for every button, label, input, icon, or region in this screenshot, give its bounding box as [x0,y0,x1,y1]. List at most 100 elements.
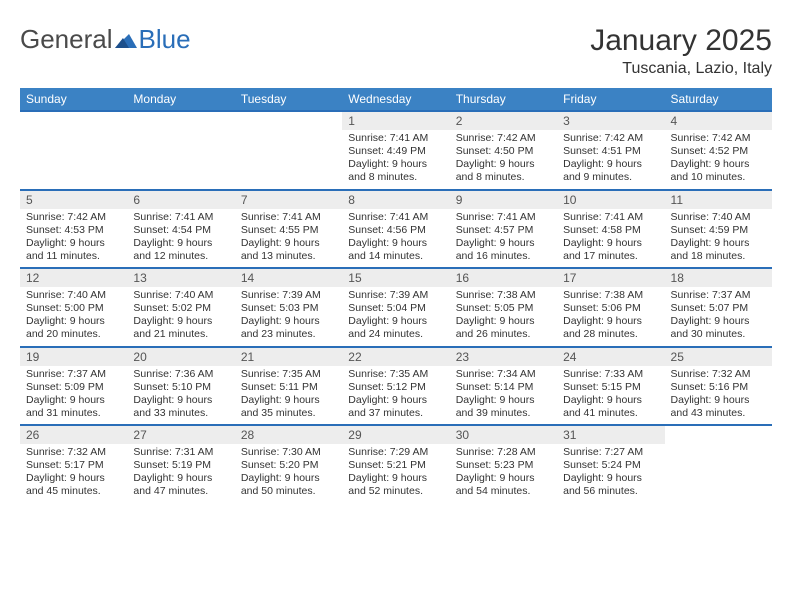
day-number: 24 [557,348,664,366]
dayname-wednesday: Wednesday [342,88,449,111]
sunset-text: Sunset: 5:07 PM [671,302,766,315]
daylight-text: Daylight: 9 hours and 50 minutes. [241,472,336,498]
day-number: 20 [127,348,234,366]
sunset-text: Sunset: 5:14 PM [456,381,551,394]
day-details: Sunrise: 7:41 AMSunset: 4:54 PMDaylight:… [127,209,234,268]
day-number: 14 [235,269,342,287]
dayname-saturday: Saturday [665,88,772,111]
daylight-text: Daylight: 9 hours and 16 minutes. [456,237,551,263]
location-text: Tuscania, Lazio, Italy [590,60,772,78]
day-details: Sunrise: 7:30 AMSunset: 5:20 PMDaylight:… [235,444,342,503]
sunset-text: Sunset: 5:11 PM [241,381,336,394]
daylight-text: Daylight: 9 hours and 18 minutes. [671,237,766,263]
day-number: 19 [20,348,127,366]
sunset-text: Sunset: 5:23 PM [456,459,551,472]
calendar-day-cell: 7Sunrise: 7:41 AMSunset: 4:55 PMDaylight… [235,190,342,269]
daylight-text: Daylight: 9 hours and 47 minutes. [133,472,228,498]
sunrise-text: Sunrise: 7:39 AM [348,289,443,302]
sunrise-text: Sunrise: 7:28 AM [456,446,551,459]
calendar-day-cell: 11Sunrise: 7:40 AMSunset: 4:59 PMDayligh… [665,190,772,269]
daylight-text: Daylight: 9 hours and 12 minutes. [133,237,228,263]
sunrise-text: Sunrise: 7:33 AM [563,368,658,381]
calendar-day-cell: 18Sunrise: 7:37 AMSunset: 5:07 PMDayligh… [665,268,772,347]
calendar-day-cell [665,425,772,503]
day-number: 16 [450,269,557,287]
sunrise-text: Sunrise: 7:32 AM [671,368,766,381]
sunrise-text: Sunrise: 7:40 AM [671,211,766,224]
day-details: Sunrise: 7:32 AMSunset: 5:17 PMDaylight:… [20,444,127,503]
sunrise-text: Sunrise: 7:30 AM [241,446,336,459]
brand-name-left: General [20,24,113,55]
sunset-text: Sunset: 5:10 PM [133,381,228,394]
daylight-text: Daylight: 9 hours and 14 minutes. [348,237,443,263]
day-number: 11 [665,191,772,209]
sunset-text: Sunset: 5:12 PM [348,381,443,394]
daylight-text: Daylight: 9 hours and 23 minutes. [241,315,336,341]
calendar-day-cell: 13Sunrise: 7:40 AMSunset: 5:02 PMDayligh… [127,268,234,347]
day-details: Sunrise: 7:32 AMSunset: 5:16 PMDaylight:… [665,366,772,425]
calendar-week-row: 26Sunrise: 7:32 AMSunset: 5:17 PMDayligh… [20,425,772,503]
day-details: Sunrise: 7:34 AMSunset: 5:14 PMDaylight:… [450,366,557,425]
sunset-text: Sunset: 4:53 PM [26,224,121,237]
brand-logo: General Blue [20,24,191,55]
day-details: Sunrise: 7:42 AMSunset: 4:53 PMDaylight:… [20,209,127,268]
sunrise-text: Sunrise: 7:40 AM [26,289,121,302]
sunset-text: Sunset: 4:57 PM [456,224,551,237]
daylight-text: Daylight: 9 hours and 21 minutes. [133,315,228,341]
daylight-text: Daylight: 9 hours and 30 minutes. [671,315,766,341]
calendar-day-cell: 21Sunrise: 7:35 AMSunset: 5:11 PMDayligh… [235,347,342,426]
daylight-text: Daylight: 9 hours and 45 minutes. [26,472,121,498]
daylight-text: Daylight: 9 hours and 11 minutes. [26,237,121,263]
sunset-text: Sunset: 5:06 PM [563,302,658,315]
day-details: Sunrise: 7:37 AMSunset: 5:07 PMDaylight:… [665,287,772,346]
day-details: Sunrise: 7:31 AMSunset: 5:19 PMDaylight:… [127,444,234,503]
day-number: 25 [665,348,772,366]
dayname-friday: Friday [557,88,664,111]
calendar-day-cell: 15Sunrise: 7:39 AMSunset: 5:04 PMDayligh… [342,268,449,347]
sunrise-text: Sunrise: 7:41 AM [241,211,336,224]
day-number: 12 [20,269,127,287]
sunrise-text: Sunrise: 7:41 AM [348,211,443,224]
calendar-week-row: 1Sunrise: 7:41 AMSunset: 4:49 PMDaylight… [20,111,772,190]
day-number: 17 [557,269,664,287]
sunset-text: Sunset: 5:04 PM [348,302,443,315]
calendar-day-cell: 23Sunrise: 7:34 AMSunset: 5:14 PMDayligh… [450,347,557,426]
dayname-sunday: Sunday [20,88,127,111]
sunrise-text: Sunrise: 7:39 AM [241,289,336,302]
day-details: Sunrise: 7:41 AMSunset: 4:58 PMDaylight:… [557,209,664,268]
day-number: 27 [127,426,234,444]
daylight-text: Daylight: 9 hours and 41 minutes. [563,394,658,420]
day-number: 23 [450,348,557,366]
day-details: Sunrise: 7:27 AMSunset: 5:24 PMDaylight:… [557,444,664,503]
sunset-text: Sunset: 4:52 PM [671,145,766,158]
sunrise-text: Sunrise: 7:41 AM [348,132,443,145]
day-details: Sunrise: 7:39 AMSunset: 5:04 PMDaylight:… [342,287,449,346]
sunrise-text: Sunrise: 7:41 AM [133,211,228,224]
month-title: January 2025 [590,24,772,58]
calendar-day-cell: 30Sunrise: 7:28 AMSunset: 5:23 PMDayligh… [450,425,557,503]
brand-name-right: Blue [139,24,191,55]
sunset-text: Sunset: 4:49 PM [348,145,443,158]
daylight-text: Daylight: 9 hours and 37 minutes. [348,394,443,420]
day-number: 28 [235,426,342,444]
daylight-text: Daylight: 9 hours and 54 minutes. [456,472,551,498]
daylight-text: Daylight: 9 hours and 28 minutes. [563,315,658,341]
sunrise-text: Sunrise: 7:36 AM [133,368,228,381]
daylight-text: Daylight: 9 hours and 8 minutes. [348,158,443,184]
calendar-week-row: 12Sunrise: 7:40 AMSunset: 5:00 PMDayligh… [20,268,772,347]
dayname-row: Sunday Monday Tuesday Wednesday Thursday… [20,88,772,111]
daylight-text: Daylight: 9 hours and 43 minutes. [671,394,766,420]
calendar-day-cell: 19Sunrise: 7:37 AMSunset: 5:09 PMDayligh… [20,347,127,426]
sunrise-text: Sunrise: 7:37 AM [671,289,766,302]
calendar-day-cell: 25Sunrise: 7:32 AMSunset: 5:16 PMDayligh… [665,347,772,426]
sunrise-text: Sunrise: 7:40 AM [133,289,228,302]
sunset-text: Sunset: 4:55 PM [241,224,336,237]
sunrise-text: Sunrise: 7:42 AM [671,132,766,145]
calendar-day-cell: 31Sunrise: 7:27 AMSunset: 5:24 PMDayligh… [557,425,664,503]
sunset-text: Sunset: 5:05 PM [456,302,551,315]
calendar-day-cell [127,111,234,190]
day-details: Sunrise: 7:42 AMSunset: 4:51 PMDaylight:… [557,130,664,189]
sunset-text: Sunset: 5:00 PM [26,302,121,315]
sunset-text: Sunset: 4:50 PM [456,145,551,158]
sunset-text: Sunset: 5:17 PM [26,459,121,472]
